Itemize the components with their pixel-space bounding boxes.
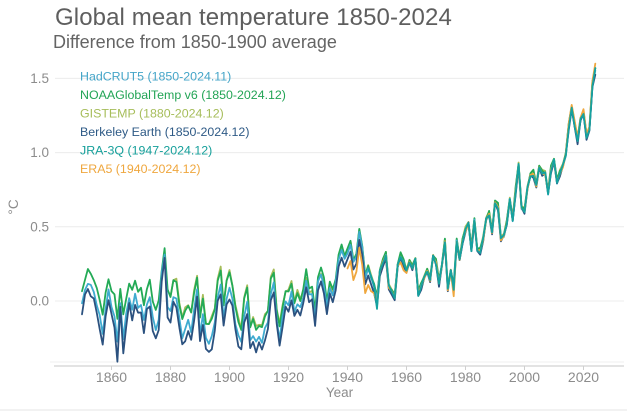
svg-text:1960: 1960: [391, 369, 422, 385]
svg-text:1900: 1900: [214, 369, 245, 385]
svg-text:HadCRUT5 (1850-2024.11): HadCRUT5 (1850-2024.11): [80, 69, 231, 83]
svg-text:ERA5 (1940-2024.12): ERA5 (1940-2024.12): [80, 162, 201, 176]
svg-text:2020: 2020: [568, 369, 599, 385]
svg-text:1880: 1880: [155, 369, 186, 385]
svg-text:JRA-3Q (1947-2024.12): JRA-3Q (1947-2024.12): [80, 143, 212, 157]
svg-text:NOAAGlobalTemp v6 (1850-2024.1: NOAAGlobalTemp v6 (1850-2024.12): [80, 88, 286, 102]
svg-text:Berkeley Earth (1850-2024.12): Berkeley Earth (1850-2024.12): [80, 125, 249, 139]
svg-text:GISTEMP (1880-2024.12): GISTEMP (1880-2024.12): [80, 106, 224, 120]
svg-text:1.5: 1.5: [30, 71, 49, 86]
svg-text:Year: Year: [326, 385, 354, 400]
svg-text:1940: 1940: [332, 369, 363, 385]
svg-text:°C: °C: [6, 199, 21, 214]
svg-text:1920: 1920: [273, 369, 304, 385]
svg-text:1860: 1860: [96, 369, 127, 385]
svg-text:1980: 1980: [450, 369, 481, 385]
svg-text:0.0: 0.0: [30, 294, 49, 309]
svg-text:1.0: 1.0: [30, 145, 49, 160]
svg-text:2000: 2000: [509, 369, 540, 385]
svg-text:0.5: 0.5: [30, 219, 49, 234]
